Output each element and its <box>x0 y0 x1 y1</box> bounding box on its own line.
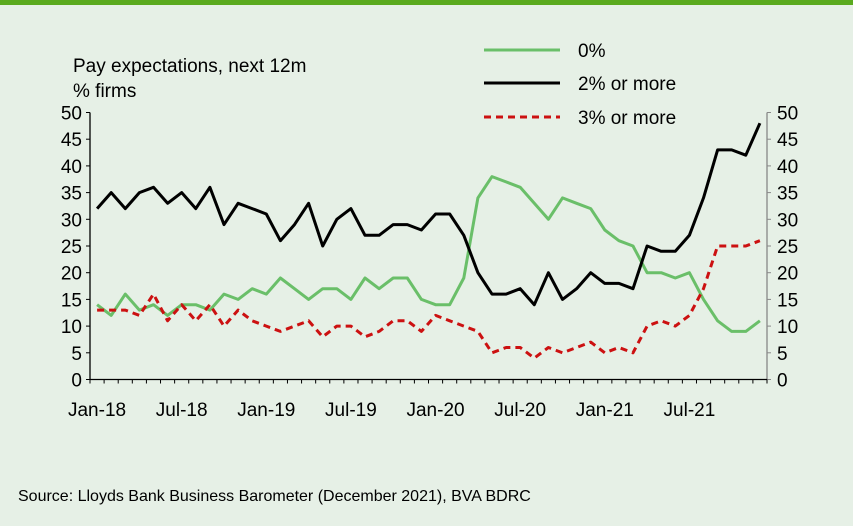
x-tick-label: Jan-18 <box>68 400 126 421</box>
y-tick-label-right: 30 <box>777 210 798 231</box>
legend-label: 3% or more <box>578 108 676 129</box>
axes: 0 0 5 5 10 10 15 15 20 20 25 25 30 30 35 35 40 40 45 45 50 50… <box>61 104 798 422</box>
x-tick-label: Jan-19 <box>237 400 295 421</box>
x-tick-label: Jul-18 <box>156 400 208 421</box>
y-tick-label-right: 10 <box>777 317 798 338</box>
legend-label: 0% <box>578 41 606 62</box>
y-tick-label-right: 45 <box>777 130 798 151</box>
x-tick-label: Jul-19 <box>325 400 377 421</box>
series-line-0 <box>96 175 761 333</box>
x-tick-label: Jan-21 <box>576 400 634 421</box>
y-tick-label-left: 30 <box>61 210 82 231</box>
y-tick-label-left: 40 <box>61 157 82 178</box>
series-line-3-or-more <box>97 239 761 360</box>
top-accent-bar <box>0 0 853 5</box>
y-tick-label-left: 10 <box>61 317 82 338</box>
y-tick-label-left: 15 <box>61 290 82 311</box>
chart-title: Pay expectations, next 12m <box>73 56 306 77</box>
legend: 0% 2% or more 3% or more <box>484 41 676 129</box>
y-tick-label-right: 5 <box>777 344 788 365</box>
y-tick-label-left: 0 <box>71 371 82 392</box>
y-tick-label-left: 50 <box>61 104 82 125</box>
x-tick-label: Jul-20 <box>494 400 546 421</box>
y-tick-label-right: 50 <box>777 104 798 125</box>
series-lines <box>95 122 762 360</box>
legend-label: 2% or more <box>578 74 676 95</box>
y-tick-label-right: 25 <box>777 237 798 258</box>
y-tick-label-right: 20 <box>777 264 798 285</box>
x-tick-label: Jul-21 <box>664 400 716 421</box>
y-tick-label-right: 35 <box>777 184 798 205</box>
series-line-2-or-more <box>95 122 762 307</box>
y-tick-label-left: 25 <box>61 237 82 258</box>
x-tick-label: Jan-20 <box>406 400 464 421</box>
y-tick-label-right: 40 <box>777 157 798 178</box>
y-tick-label-right: 0 <box>777 371 788 392</box>
source-note: Source: Lloyds Bank Business Barometer (… <box>18 488 531 505</box>
y-tick-label-left: 5 <box>71 344 82 365</box>
y-tick-label-left: 20 <box>61 264 82 285</box>
y-tick-label-right: 15 <box>777 290 798 311</box>
y-tick-label-left: 35 <box>61 184 82 205</box>
y-tick-label-left: 45 <box>61 130 82 151</box>
chart-subtitle: % firms <box>73 81 136 102</box>
